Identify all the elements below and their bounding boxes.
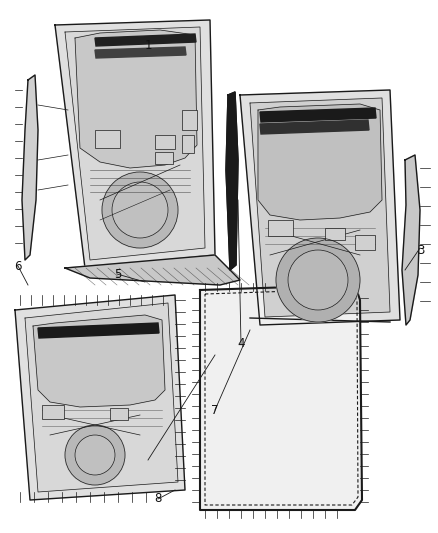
Circle shape: [288, 250, 348, 310]
Polygon shape: [65, 255, 240, 285]
Circle shape: [75, 435, 115, 475]
Polygon shape: [250, 98, 390, 317]
Polygon shape: [75, 30, 197, 168]
Text: 6: 6: [14, 260, 21, 273]
Polygon shape: [38, 323, 159, 338]
Bar: [355, 235, 375, 250]
Polygon shape: [95, 47, 186, 58]
Bar: [182, 135, 194, 153]
Polygon shape: [200, 285, 362, 510]
Polygon shape: [260, 108, 376, 122]
Polygon shape: [226, 92, 238, 270]
Polygon shape: [95, 34, 196, 46]
Text: 5: 5: [115, 268, 122, 281]
Polygon shape: [402, 155, 420, 325]
Bar: [42, 405, 64, 419]
Bar: [110, 408, 128, 420]
Text: 4: 4: [237, 337, 245, 350]
Text: 1: 1: [145, 39, 153, 52]
Polygon shape: [260, 120, 369, 134]
Polygon shape: [15, 295, 185, 500]
Text: 7: 7: [211, 404, 219, 417]
Text: 3: 3: [417, 244, 424, 257]
Circle shape: [102, 172, 178, 248]
Text: 8: 8: [154, 492, 161, 505]
Polygon shape: [65, 27, 205, 260]
Bar: [155, 152, 173, 164]
Polygon shape: [240, 90, 400, 325]
Bar: [268, 220, 293, 236]
Polygon shape: [22, 75, 38, 260]
Polygon shape: [25, 303, 178, 492]
Polygon shape: [258, 104, 382, 220]
Bar: [95, 130, 120, 148]
Circle shape: [112, 182, 168, 238]
Circle shape: [276, 238, 360, 322]
Circle shape: [65, 425, 125, 485]
Bar: [325, 228, 345, 240]
Bar: [182, 110, 197, 130]
Polygon shape: [55, 20, 215, 268]
Polygon shape: [33, 315, 165, 407]
Bar: [155, 135, 175, 149]
